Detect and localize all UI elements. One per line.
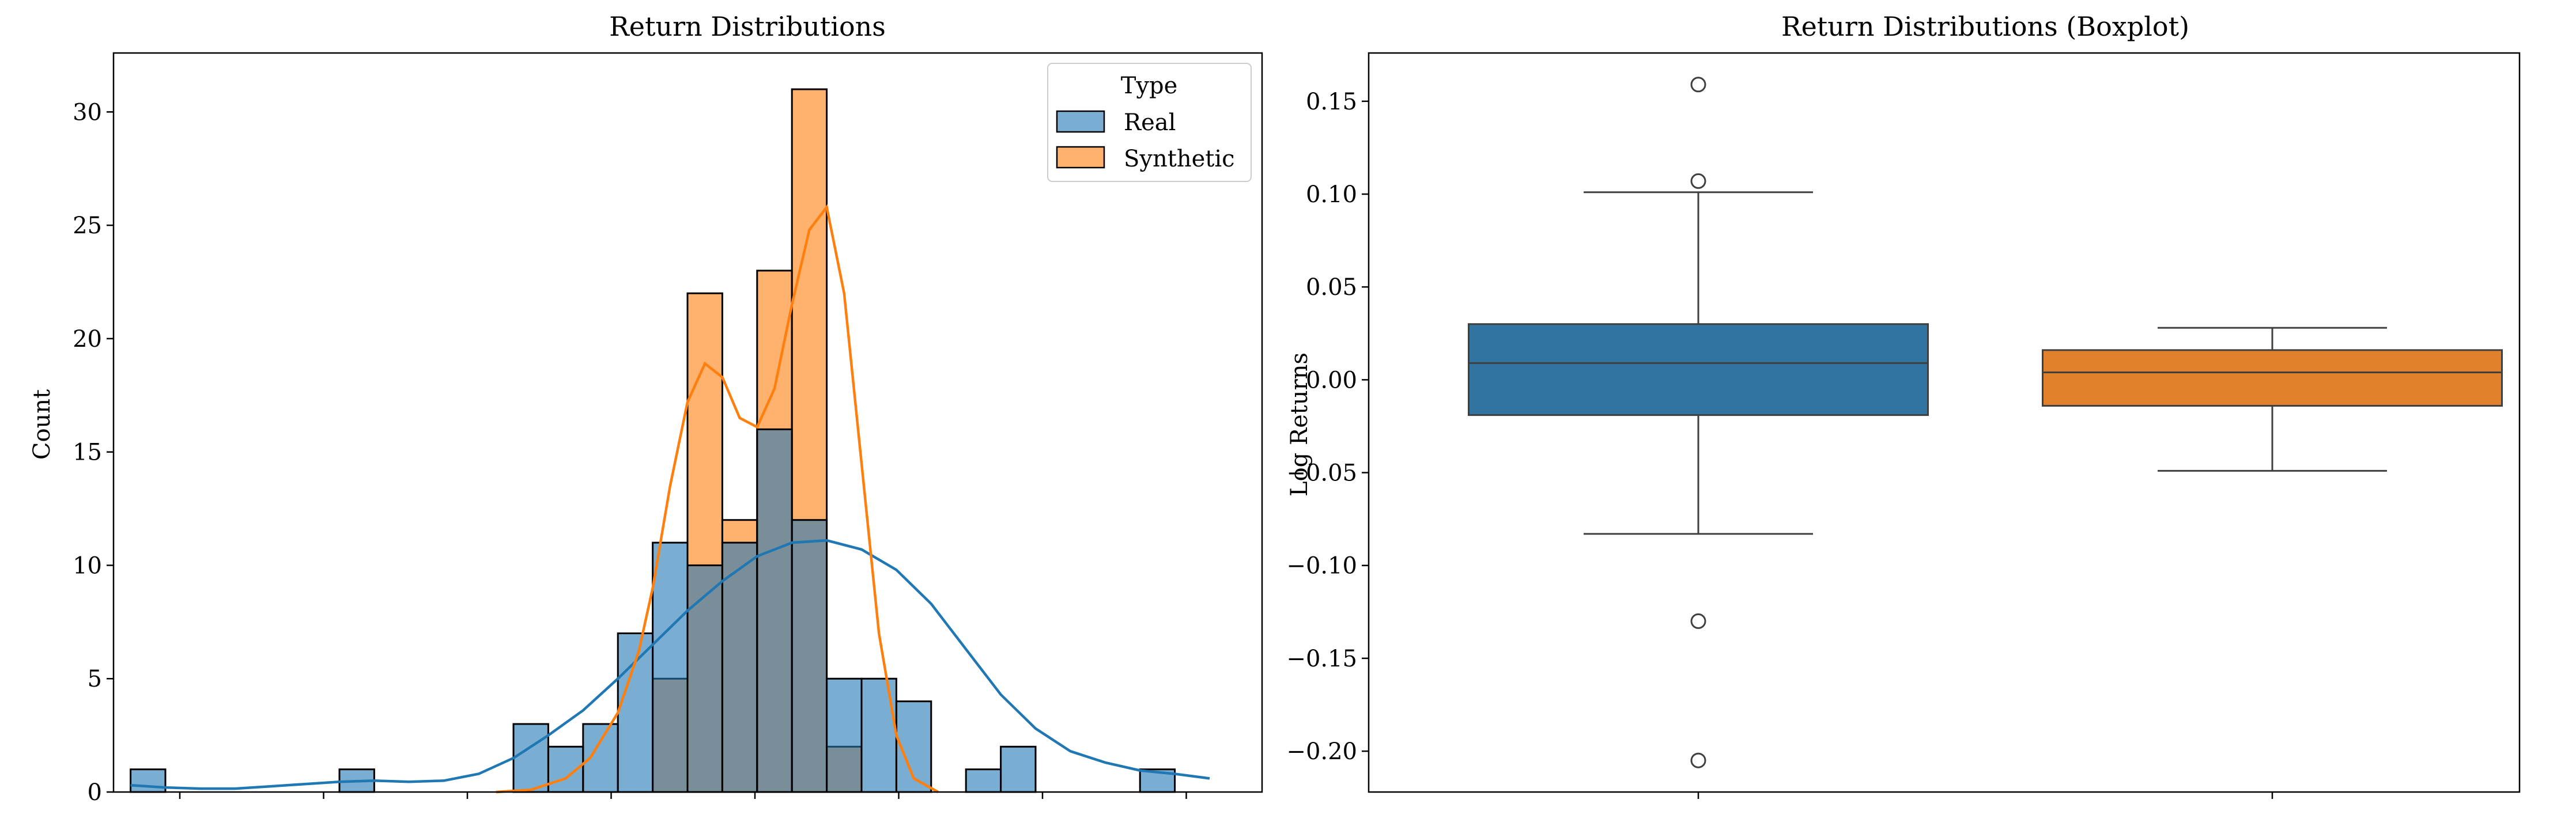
- real-kde-line: [130, 539, 1210, 790]
- boxplot-title: Return Distributions (Boxplot): [1781, 11, 2189, 42]
- real-histogram-bars: [130, 428, 1176, 793]
- y-tick-label: 20: [73, 326, 102, 353]
- outlier-point: [1690, 77, 1706, 93]
- legend-swatch-real: [1056, 110, 1105, 133]
- real-bar: [826, 677, 863, 793]
- real-bar: [130, 768, 167, 793]
- real-bar: [791, 519, 828, 793]
- y-tick-label: −0.10: [1286, 553, 1357, 579]
- kde-curves: [130, 204, 1210, 794]
- y-tick-label: 0.05: [1306, 274, 1357, 301]
- y-tick-label: 0.15: [1306, 89, 1357, 115]
- legend-label-real: Real: [1124, 109, 1176, 136]
- real-bar: [652, 541, 689, 793]
- histogram-title: Return Distributions: [609, 11, 886, 42]
- y-tick-label: 25: [73, 213, 102, 239]
- real-bar: [721, 541, 758, 793]
- real-bar: [965, 768, 1002, 793]
- legend-title: Type: [1121, 73, 1178, 99]
- real-bar: [686, 564, 723, 793]
- y-tick-label: −0.20: [1286, 738, 1357, 765]
- outlier-point: [1690, 752, 1706, 768]
- outlier-point: [1690, 613, 1706, 629]
- boxplot-boxes: [1468, 77, 2503, 768]
- histogram-chart: Return Distributions Count 051015202530 …: [29, 11, 1263, 806]
- histogram-y-axis-label: Count: [29, 389, 55, 460]
- y-tick-label: 0: [88, 779, 102, 806]
- boxplot-axes: −0.20 −0.15 −0.10 −0.05 0.00 0.05 0.10 0.15: [1286, 52, 2521, 799]
- box: [1468, 323, 1929, 416]
- histogram-plot-frame: [112, 52, 1263, 793]
- y-tick-label: 0.00: [1306, 367, 1357, 393]
- boxplot-chart: Return Distributions (Boxplot) Log Retur…: [1286, 11, 2521, 799]
- box: [2042, 349, 2503, 407]
- y-tick-label: 5: [88, 666, 102, 692]
- outlier-point: [1690, 173, 1706, 189]
- legend: Type Real Synthetic: [1047, 63, 1252, 182]
- histogram-axes: 0 5 10 15 20 25 30: [73, 52, 1263, 806]
- y-tick-label: −0.15: [1286, 646, 1357, 672]
- real-bar: [512, 723, 549, 793]
- boxplot-y-axis-label: Log Returns: [1286, 353, 1313, 497]
- y-tick-label: 0.10: [1306, 181, 1357, 208]
- real-bar: [617, 632, 654, 793]
- y-tick-label: −0.05: [1286, 460, 1357, 487]
- real-bar: [860, 677, 897, 793]
- y-tick-label: 30: [73, 99, 102, 126]
- legend-label-synthetic: Synthetic: [1124, 146, 1235, 172]
- y-tick-label: 10: [73, 552, 102, 579]
- legend-swatch-synthetic: [1056, 146, 1105, 169]
- synthetic-kde-line: [496, 204, 939, 794]
- real-bar: [1000, 745, 1037, 793]
- boxplot-plot-frame: [1368, 52, 2521, 793]
- real-bar: [756, 428, 793, 793]
- y-tick-label: 15: [73, 439, 102, 466]
